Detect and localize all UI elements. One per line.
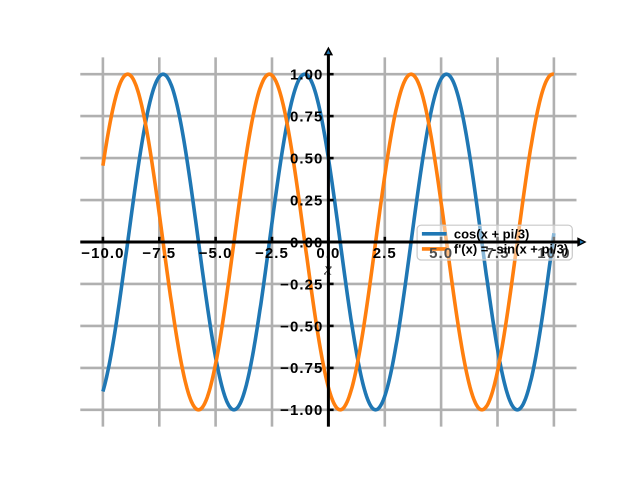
svg-text:5.0: 5.0 [429,245,453,262]
svg-text:f'(x) = -sin(x + pi/3): f'(x) = -sin(x + pi/3) [454,242,568,257]
svg-text:−0.50: −0.50 [280,318,323,335]
svg-text:−10.0: −10.0 [81,245,124,262]
svg-text:2.5: 2.5 [373,245,397,262]
svg-text:1.00: 1.00 [290,67,323,84]
svg-text:0.50: 0.50 [290,151,323,168]
svg-text:10.0: 10.0 [537,245,570,262]
svg-text:7.5: 7.5 [485,245,509,262]
svg-text:−2.5: −2.5 [255,245,289,262]
svg-text:−0.25: −0.25 [280,276,323,293]
svg-text:cos(x + pi/3): cos(x + pi/3) [454,226,530,241]
svg-text:−5.0: −5.0 [199,245,233,262]
svg-text:0.75: 0.75 [290,109,323,126]
svg-text:−7.5: −7.5 [142,245,176,262]
svg-text:−0.75: −0.75 [280,360,323,377]
svg-text:0.25: 0.25 [290,193,323,210]
svg-text:−1.00: −1.00 [280,402,323,419]
